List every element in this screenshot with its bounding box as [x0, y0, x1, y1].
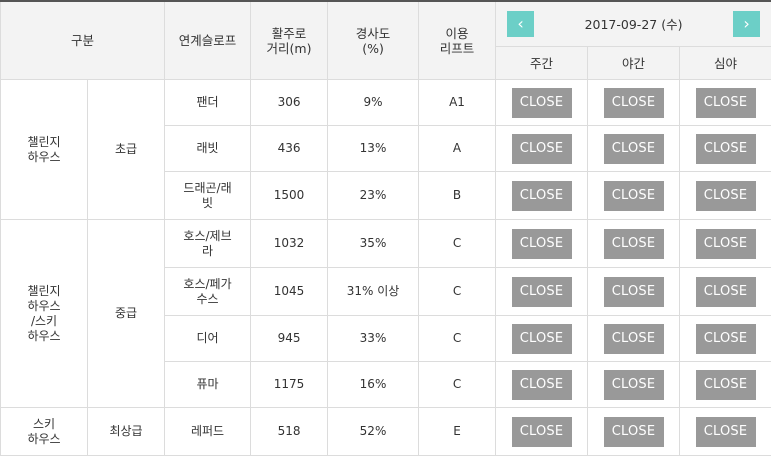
slope-lift: C	[418, 219, 497, 268]
slope-lift: B	[418, 171, 497, 220]
slope-distance: 945	[250, 315, 329, 362]
slope-name: 레퍼드	[164, 407, 252, 456]
slope-name: 디어	[164, 315, 252, 362]
late-night-status-cell: CLOSE	[679, 407, 771, 456]
group-level: 최상급	[86, 407, 166, 456]
close-status-button[interactable]: CLOSE	[695, 133, 756, 164]
close-status-button[interactable]: CLOSE	[511, 369, 572, 400]
close-status-button[interactable]: CLOSE	[511, 276, 572, 307]
close-status-button[interactable]: CLOSE	[603, 416, 664, 447]
slope-name: 래빗	[164, 125, 252, 172]
day-status-cell: CLOSE	[495, 315, 589, 362]
slope-distance: 518	[250, 407, 329, 456]
slope-lift: C	[418, 361, 497, 408]
night-status-cell: CLOSE	[587, 361, 681, 408]
header-period-night: 야간	[587, 46, 681, 80]
night-status-cell: CLOSE	[587, 407, 681, 456]
night-status-cell: CLOSE	[587, 79, 681, 126]
slope-distance: 1045	[250, 267, 329, 316]
slope-gradient: 13%	[327, 125, 420, 172]
header-gradient: 경사도 (%)	[327, 0, 420, 80]
header-period-late-night: 심야	[679, 46, 771, 80]
header-distance: 활주로 거리(m)	[250, 0, 329, 80]
close-status-button[interactable]: CLOSE	[603, 180, 664, 211]
header-category: 구분	[0, 0, 166, 80]
slope-gradient: 9%	[327, 79, 420, 126]
close-status-button[interactable]: CLOSE	[511, 416, 572, 447]
late-night-status-cell: CLOSE	[679, 79, 771, 126]
late-night-status-cell: CLOSE	[679, 361, 771, 408]
header-slope: 연계슬로프	[164, 0, 252, 80]
close-status-button[interactable]: CLOSE	[603, 276, 664, 307]
group-name: 챌린지 하우스	[0, 79, 88, 220]
day-status-cell: CLOSE	[495, 267, 589, 316]
close-status-button[interactable]: CLOSE	[511, 228, 572, 259]
slope-name: 팬더	[164, 79, 252, 126]
slope-name: 퓨마	[164, 361, 252, 408]
close-status-button[interactable]: CLOSE	[695, 416, 756, 447]
close-status-button[interactable]: CLOSE	[511, 133, 572, 164]
slope-lift: E	[418, 407, 497, 456]
slope-gradient: 31% 이상	[327, 267, 420, 316]
slope-gradient: 35%	[327, 219, 420, 268]
close-status-button[interactable]: CLOSE	[603, 323, 664, 354]
day-status-cell: CLOSE	[495, 125, 589, 172]
late-night-status-cell: CLOSE	[679, 219, 771, 268]
group-name: 스키 하우스	[0, 407, 88, 456]
close-status-button[interactable]: CLOSE	[695, 180, 756, 211]
slope-gradient: 16%	[327, 361, 420, 408]
day-status-cell: CLOSE	[495, 171, 589, 220]
slope-distance: 436	[250, 125, 329, 172]
close-status-button[interactable]: CLOSE	[695, 87, 756, 118]
slope-name: 호스/제브 라	[164, 219, 252, 268]
close-status-button[interactable]: CLOSE	[603, 133, 664, 164]
current-date: 2017-09-27 (수)	[584, 16, 683, 32]
late-night-status-cell: CLOSE	[679, 315, 771, 362]
header-lift: 이용 리프트	[418, 0, 497, 80]
late-night-status-cell: CLOSE	[679, 171, 771, 220]
slope-distance: 306	[250, 79, 329, 126]
close-status-button[interactable]: CLOSE	[695, 276, 756, 307]
close-status-button[interactable]: CLOSE	[695, 369, 756, 400]
close-status-button[interactable]: CLOSE	[603, 87, 664, 118]
close-status-button[interactable]: CLOSE	[511, 87, 572, 118]
close-status-button[interactable]: CLOSE	[511, 323, 572, 354]
night-status-cell: CLOSE	[587, 315, 681, 362]
day-status-cell: CLOSE	[495, 407, 589, 456]
slope-gradient: 23%	[327, 171, 420, 220]
slope-distance: 1500	[250, 171, 329, 220]
close-status-button[interactable]: CLOSE	[511, 180, 572, 211]
header-period-day: 주간	[495, 46, 589, 80]
close-status-button[interactable]: CLOSE	[603, 228, 664, 259]
close-status-button[interactable]: CLOSE	[603, 369, 664, 400]
slope-gradient: 52%	[327, 407, 420, 456]
day-status-cell: CLOSE	[495, 361, 589, 408]
night-status-cell: CLOSE	[587, 267, 681, 316]
date-navigator: ‹ 2017-09-27 (수) ›	[495, 0, 771, 47]
close-status-button[interactable]: CLOSE	[695, 323, 756, 354]
night-status-cell: CLOSE	[587, 171, 681, 220]
night-status-cell: CLOSE	[587, 219, 681, 268]
group-name: 챌린지 하우스 /스키 하우스	[0, 219, 88, 408]
prev-date-button[interactable]: ‹	[507, 11, 535, 37]
day-status-cell: CLOSE	[495, 79, 589, 126]
slope-lift: C	[418, 315, 497, 362]
slope-gradient: 33%	[327, 315, 420, 362]
slope-lift: C	[418, 267, 497, 316]
group-level: 중급	[86, 219, 166, 408]
slope-name: 호스/페가 수스	[164, 267, 252, 316]
slope-lift: A	[418, 125, 497, 172]
slope-distance: 1032	[250, 219, 329, 268]
day-status-cell: CLOSE	[495, 219, 589, 268]
next-date-button[interactable]: ›	[733, 11, 761, 37]
slope-distance: 1175	[250, 361, 329, 408]
late-night-status-cell: CLOSE	[679, 125, 771, 172]
night-status-cell: CLOSE	[587, 125, 681, 172]
close-status-button[interactable]: CLOSE	[695, 228, 756, 259]
slope-lift: A1	[418, 79, 497, 126]
group-level: 초급	[86, 79, 166, 220]
slope-name: 드래곤/래 빗	[164, 171, 252, 220]
late-night-status-cell: CLOSE	[679, 267, 771, 316]
